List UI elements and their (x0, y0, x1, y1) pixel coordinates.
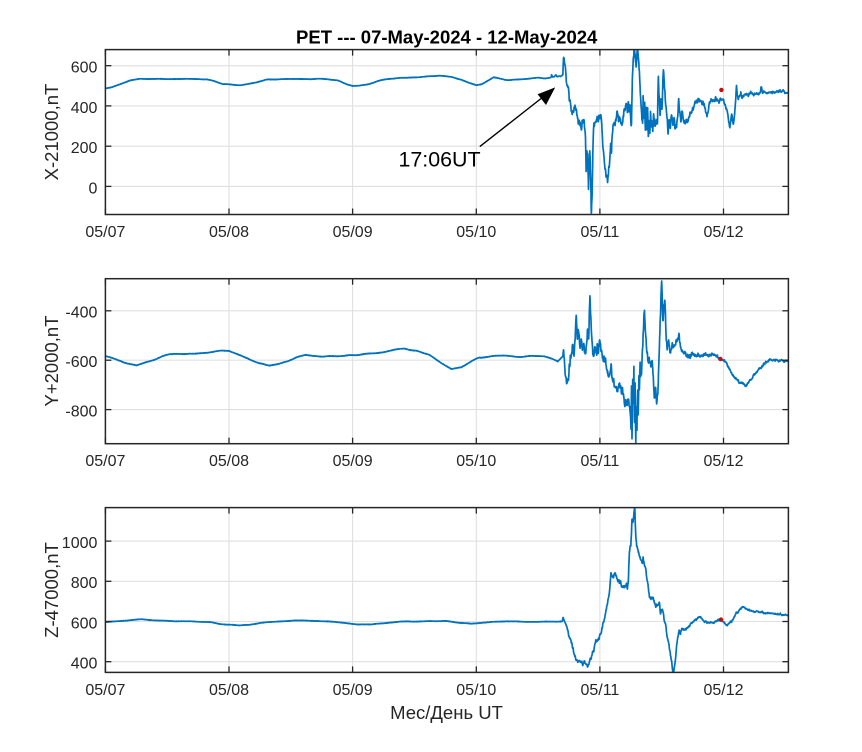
svg-text:05/12: 05/12 (703, 224, 743, 241)
svg-text:1000: 1000 (62, 535, 98, 552)
svg-text:05/07: 05/07 (85, 682, 125, 699)
svg-text:PET --- 07-May-2024 - 12-May-2: PET --- 07-May-2024 - 12-May-2024 (296, 27, 598, 48)
svg-text:Z-47000,nT: Z-47000,nT (41, 542, 62, 638)
svg-text:05/08: 05/08 (209, 224, 249, 241)
svg-text:05/10: 05/10 (456, 682, 496, 699)
svg-text:05/07: 05/07 (85, 224, 125, 241)
svg-text:800: 800 (71, 575, 98, 592)
svg-text:Y+2000,nT: Y+2000,nT (41, 315, 62, 406)
svg-text:05/09: 05/09 (333, 453, 373, 470)
svg-text:05/11: 05/11 (580, 224, 619, 241)
svg-text:05/08: 05/08 (209, 682, 249, 699)
svg-text:05/10: 05/10 (456, 453, 496, 470)
svg-text:-800: -800 (65, 404, 97, 421)
svg-text:05/12: 05/12 (703, 453, 743, 470)
svg-text:05/07: 05/07 (85, 453, 125, 470)
svg-text:600: 600 (71, 615, 98, 632)
svg-text:05/08: 05/08 (209, 453, 249, 470)
svg-text:05/10: 05/10 (456, 224, 496, 241)
svg-text:-600: -600 (65, 354, 97, 371)
svg-text:05/09: 05/09 (333, 224, 373, 241)
svg-text:600: 600 (71, 60, 98, 77)
svg-text:Мес/День UT: Мес/День UT (390, 702, 503, 723)
svg-text:05/11: 05/11 (580, 682, 619, 699)
svg-text:200: 200 (71, 140, 98, 157)
svg-text:0: 0 (88, 180, 97, 197)
svg-text:X-21000,nT: X-21000,nT (41, 84, 62, 181)
svg-text:17:06UT: 17:06UT (399, 148, 481, 172)
svg-text:05/11: 05/11 (580, 453, 619, 470)
svg-text:-400: -400 (65, 305, 97, 322)
svg-text:400: 400 (71, 100, 98, 117)
svg-text:05/12: 05/12 (703, 682, 743, 699)
svg-text:400: 400 (71, 656, 98, 673)
svg-text:05/09: 05/09 (333, 682, 373, 699)
